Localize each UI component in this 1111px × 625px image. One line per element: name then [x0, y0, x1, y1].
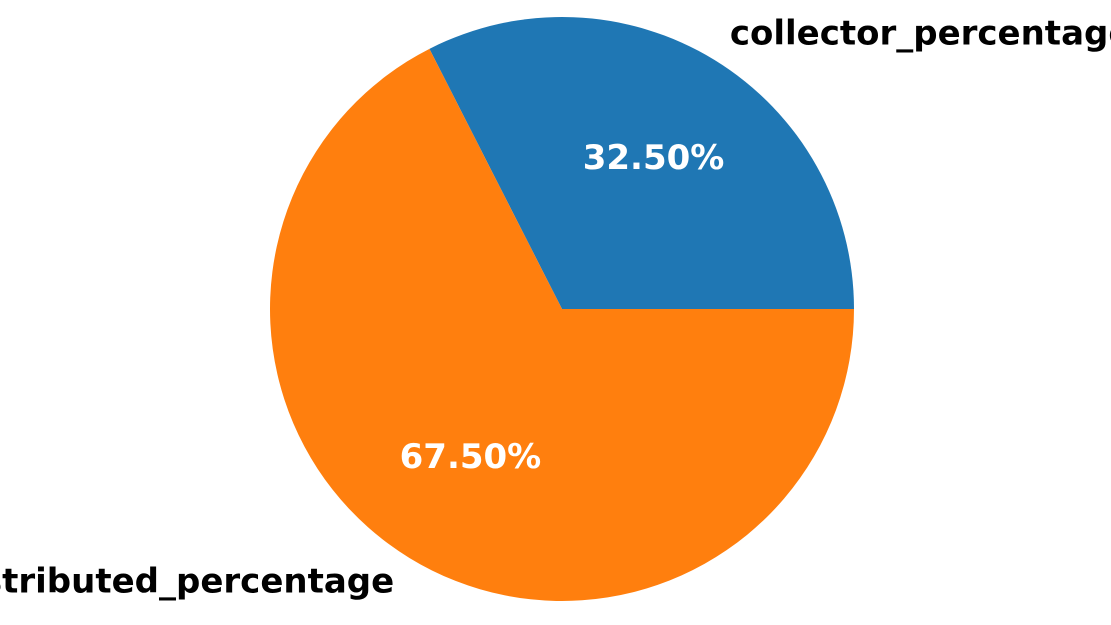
pie-percent-label-collector-percentage: 32.50%: [583, 138, 725, 178]
pie-slice-collector-percentage: [429, 16, 854, 310]
pie-slices: [270, 16, 855, 601]
pie-labels: 32.50% collector_percentage 67.50% distribu…: [0, 14, 1111, 602]
pie-category-label-distributed-percentage: distributed_percentage: [0, 561, 394, 601]
pie-percent-label-distributed-percentage: 67.50%: [400, 437, 542, 477]
pie-category-label-collector-percentage: collector_percentage: [730, 14, 1111, 54]
pie-slice-distributed-percentage: [270, 48, 855, 601]
